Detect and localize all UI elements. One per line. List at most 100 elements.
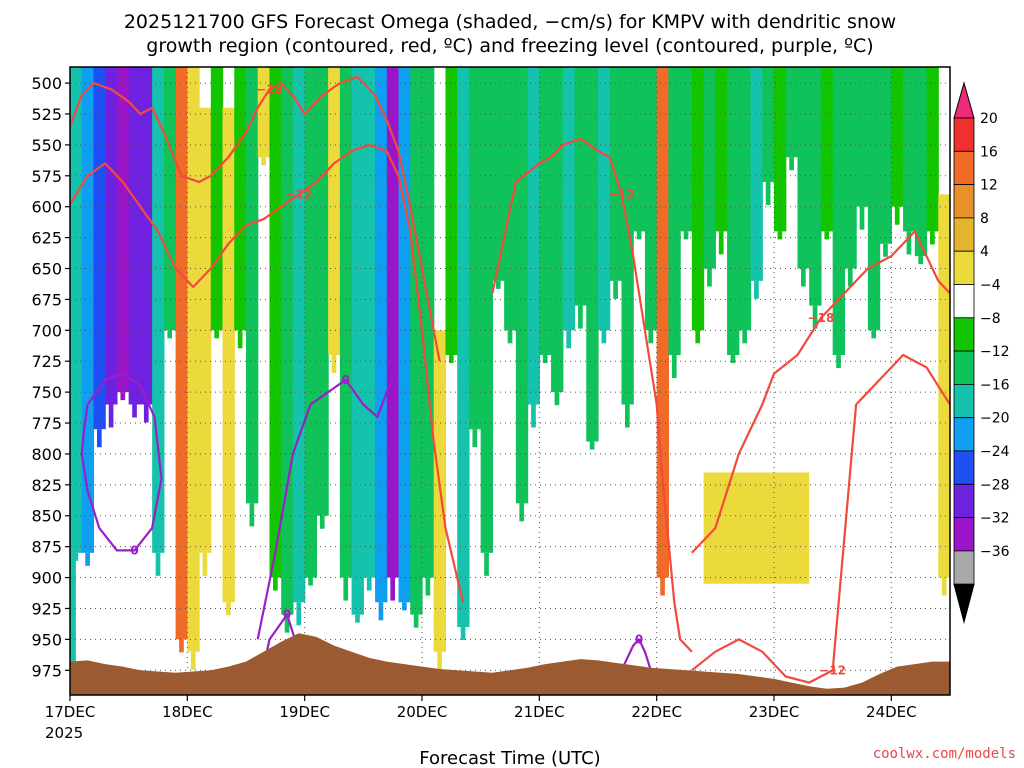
omega-band xyxy=(234,67,247,331)
omega-band xyxy=(292,67,306,603)
omega-band xyxy=(914,67,928,257)
y-tick-label: 925 xyxy=(31,599,62,618)
omega-fringe xyxy=(366,577,372,591)
omega-band xyxy=(551,67,564,393)
omega-fringe xyxy=(847,268,853,287)
omega-band xyxy=(832,67,845,356)
x-tick-label: 19DEC xyxy=(279,703,330,721)
omega-band xyxy=(480,67,493,553)
omega-band xyxy=(410,67,423,615)
colorbar-label: 20 xyxy=(980,111,998,127)
omega-band xyxy=(644,67,658,331)
omega-band xyxy=(938,194,950,578)
y-tick-label: 500 xyxy=(31,74,62,93)
y-axis: 500 525 550 575 600 625 650 675 700 725 750 775 800 8… xyxy=(31,74,70,680)
omega-band xyxy=(574,67,587,306)
omega-fringe xyxy=(214,330,220,339)
omega-shading xyxy=(70,67,950,689)
y-tick-label: 625 xyxy=(31,229,62,248)
credit-label: coolwx.com/models xyxy=(873,746,1016,762)
omega-band xyxy=(386,67,400,578)
omega-band xyxy=(926,67,939,232)
chart-title-line1: 2025121700 GFS Forecast Omega (shaded, −… xyxy=(124,11,896,33)
omega-fringe xyxy=(413,614,419,628)
colorbar-label: −36 xyxy=(980,544,1010,560)
omega-band xyxy=(774,67,787,232)
omega-fringe xyxy=(742,330,748,344)
omega-fringe xyxy=(378,602,384,621)
dgz-contour-label: −12 xyxy=(608,187,635,201)
colorbar-label: −16 xyxy=(980,377,1010,393)
x-tick-label: 23DEC xyxy=(749,703,800,721)
omega-fringe xyxy=(624,404,630,428)
x-tick-label: 17DEC xyxy=(45,703,96,721)
omega-band xyxy=(527,67,540,405)
omega-band xyxy=(785,67,799,158)
omega-band xyxy=(492,67,505,281)
omega-fringe xyxy=(800,268,806,287)
colorbar-segment xyxy=(953,150,975,186)
omega-fringe xyxy=(355,614,360,623)
omega-fringe xyxy=(542,355,548,364)
omega-fringe xyxy=(683,231,689,240)
omega-fringe xyxy=(507,330,513,344)
omega-fringe xyxy=(707,268,712,287)
omega-fringe xyxy=(918,256,924,265)
omega-band xyxy=(727,67,740,356)
omega-fringe xyxy=(96,429,102,448)
omega-band xyxy=(691,67,705,331)
x-tick-label: 22DEC xyxy=(631,703,682,721)
freezing-contour-label: 0 xyxy=(342,373,350,387)
omega-band xyxy=(281,67,294,615)
omega-fringe xyxy=(296,602,302,626)
x-tick-label: 18DEC xyxy=(162,703,213,721)
y-tick-label: 650 xyxy=(31,260,62,279)
omega-fringe xyxy=(636,231,642,240)
freezing-contour-line xyxy=(620,638,652,671)
dgz-contour-line xyxy=(70,143,465,603)
y-tick-label: 725 xyxy=(31,352,62,371)
dgz-contour-line xyxy=(491,137,693,653)
omega-band xyxy=(339,67,353,578)
omega-band xyxy=(363,67,376,578)
omega-fringe xyxy=(272,577,278,591)
omega-band xyxy=(820,67,834,232)
omega-fringe xyxy=(812,305,818,329)
colorbar-label: 4 xyxy=(980,244,989,260)
omega-fringe xyxy=(554,392,560,406)
omega-band xyxy=(81,67,95,553)
omega-band xyxy=(844,67,857,269)
omega-band xyxy=(269,67,282,578)
omega-band xyxy=(163,67,177,331)
omega-fringe xyxy=(495,280,501,289)
dgz-contour-label: −12 xyxy=(285,187,312,201)
omega-fringe xyxy=(143,404,149,423)
omega-fringe xyxy=(120,392,126,401)
omega-band xyxy=(152,67,165,553)
colorbar: 20 16 12 8 4 −4 −8 −12 −16 −20 −24 −28 −32 −36 xyxy=(953,81,1010,625)
omega-band xyxy=(668,67,681,356)
omega-band xyxy=(856,67,869,207)
y-tick-label: 825 xyxy=(31,476,62,495)
omega-band xyxy=(738,67,752,331)
y-tick-label: 850 xyxy=(31,507,62,526)
omega-fringe xyxy=(930,231,935,245)
plot-area: −18 −12 −12 −18 −12 0 0 0 0 xyxy=(70,67,950,695)
colorbar-segment xyxy=(953,184,975,219)
omega-band xyxy=(891,67,904,207)
y-tick-label: 875 xyxy=(31,538,62,557)
omega-fringe xyxy=(789,157,794,171)
omega-band xyxy=(680,67,693,232)
plot-frame xyxy=(69,66,951,696)
omega-band xyxy=(867,67,881,331)
omega-band xyxy=(750,67,763,281)
omega-fringe xyxy=(824,231,830,240)
omega-band xyxy=(656,67,669,578)
omega-fringe xyxy=(237,330,243,349)
omega-fringe xyxy=(425,577,431,596)
dgz-contour-line xyxy=(691,230,950,554)
omega-fringe xyxy=(226,602,231,616)
x-tick-label: 21DEC xyxy=(514,703,565,721)
omega-band xyxy=(257,67,271,158)
omega-band xyxy=(328,67,341,356)
